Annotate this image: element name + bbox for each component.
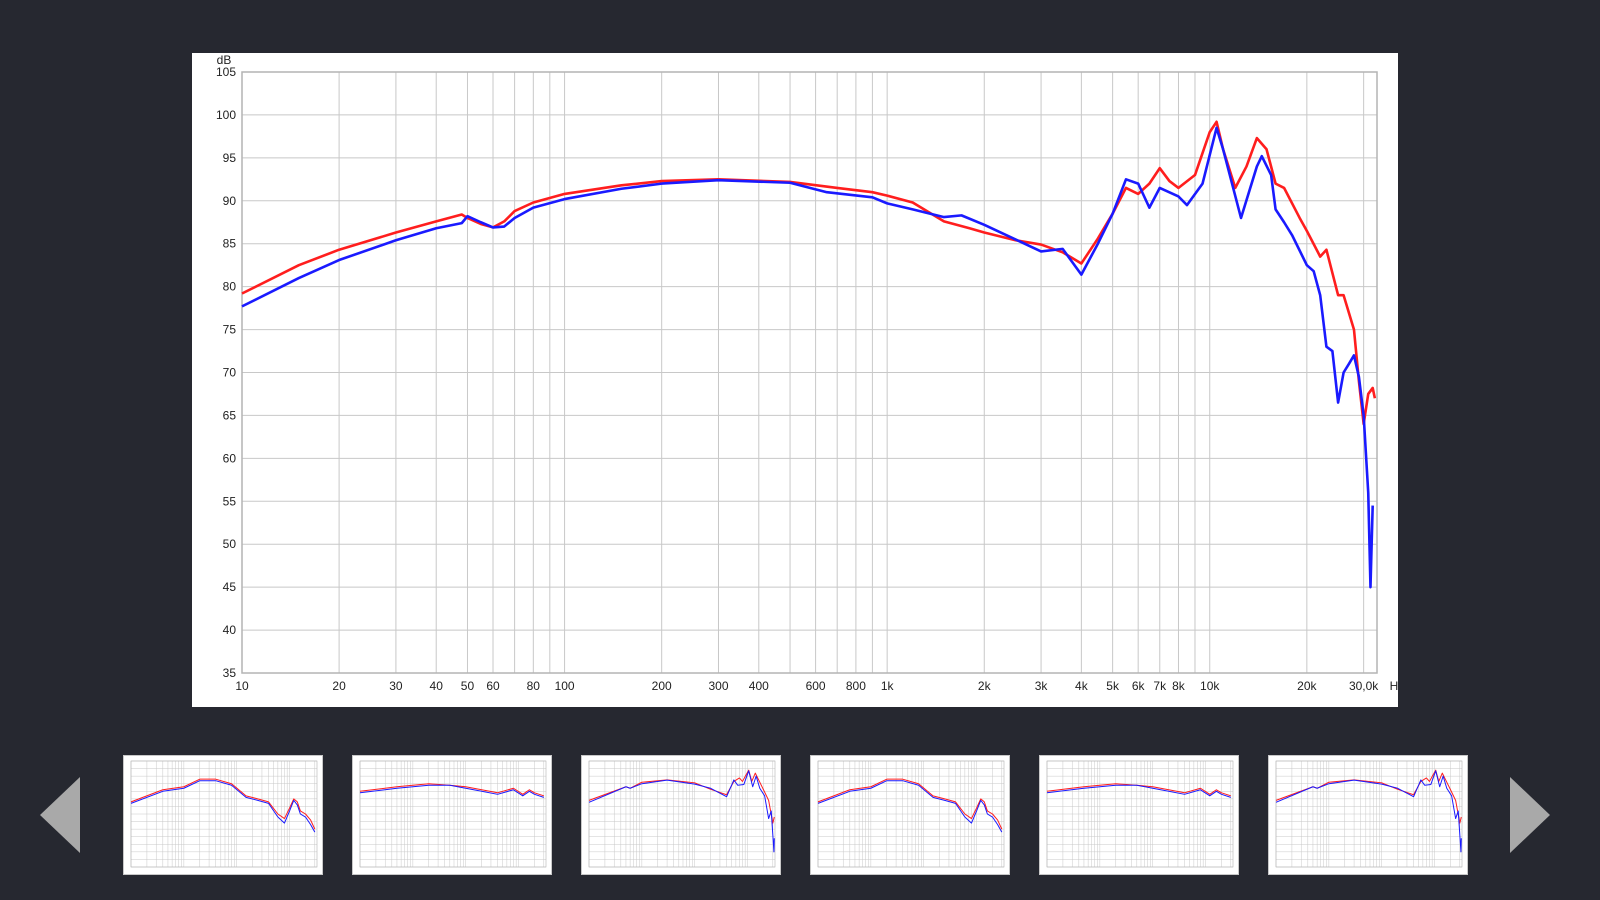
x-tick-label: 600 bbox=[806, 679, 826, 693]
previous-arrow-button[interactable] bbox=[40, 777, 80, 853]
x-tick-label: 6k bbox=[1132, 679, 1146, 693]
plot-frame bbox=[817, 760, 1005, 868]
y-tick-label: 70 bbox=[223, 366, 237, 380]
x-tick-label: 80 bbox=[527, 679, 541, 693]
x-tick-label: 7k bbox=[1153, 679, 1167, 693]
y-tick-label: 100 bbox=[216, 108, 236, 122]
triangle-right-icon bbox=[1510, 777, 1550, 853]
grid-lines bbox=[1275, 760, 1462, 868]
x-tick-label: 50 bbox=[461, 679, 475, 693]
x-tick-label: 800 bbox=[846, 679, 866, 693]
thumb-2[interactable] bbox=[352, 755, 552, 875]
series-line-red bbox=[241, 120, 1377, 426]
plot-frame bbox=[1275, 760, 1463, 868]
series-line-blue bbox=[359, 784, 544, 798]
series-line-blue bbox=[130, 780, 316, 833]
grid-lines bbox=[1046, 760, 1233, 868]
series-line-blue bbox=[817, 780, 1003, 833]
x-tick-label: 40 bbox=[430, 679, 444, 693]
y-tick-label: 40 bbox=[223, 623, 237, 637]
grid-lines bbox=[588, 760, 775, 868]
x-tick-label: 8k bbox=[1172, 679, 1186, 693]
grid-lines bbox=[130, 760, 317, 868]
thumbnail-chart bbox=[359, 760, 547, 868]
x-axis-unit: Hz bbox=[1390, 679, 1398, 693]
x-tick-label: 60 bbox=[486, 679, 500, 693]
thumb-3[interactable] bbox=[581, 755, 781, 875]
x-tick-label: 300 bbox=[708, 679, 728, 693]
plot-frame bbox=[1046, 760, 1234, 868]
y-axis-label: dB bbox=[217, 53, 232, 67]
x-tick-label: 30 bbox=[389, 679, 403, 693]
x-tick-label: 200 bbox=[652, 679, 672, 693]
x-tick-label: 4k bbox=[1075, 679, 1089, 693]
plot-frame bbox=[359, 760, 547, 868]
series-line-red bbox=[588, 769, 775, 824]
thumb-4[interactable] bbox=[810, 755, 1010, 875]
plot-frame bbox=[241, 71, 1378, 674]
grid-lines bbox=[817, 760, 1004, 868]
x-tick-label: 10 bbox=[235, 679, 249, 693]
thumbnail-chart bbox=[588, 760, 776, 868]
grid-lines bbox=[359, 760, 546, 868]
y-tick-label: 80 bbox=[223, 280, 237, 294]
series-line-red bbox=[1275, 769, 1462, 824]
thumb-1[interactable] bbox=[123, 755, 323, 875]
x-tick-label: 1k bbox=[881, 679, 895, 693]
y-tick-label: 90 bbox=[223, 194, 237, 208]
series-line-red bbox=[130, 778, 316, 830]
series-line-red bbox=[817, 778, 1003, 830]
plot-frame bbox=[588, 760, 776, 868]
y-tick-label: 65 bbox=[223, 408, 237, 422]
y-tick-label: 60 bbox=[223, 451, 237, 465]
frequency-response-chart: 105 100 95 90 85 80 75 70 65 60 55 50 45 40 35 10 20 30 40… bbox=[192, 53, 1398, 707]
triangle-left-icon bbox=[40, 777, 80, 853]
x-tick-label: 2k bbox=[978, 679, 992, 693]
y-tick-label: 55 bbox=[223, 494, 237, 508]
x-tick-label: 3k bbox=[1035, 679, 1049, 693]
thumbnail-chart bbox=[1046, 760, 1234, 868]
y-tick-label: 105 bbox=[216, 65, 236, 79]
thumb-5[interactable] bbox=[1039, 755, 1239, 875]
x-tick-label: 30,0k bbox=[1349, 679, 1379, 693]
y-tick-label: 45 bbox=[223, 580, 237, 594]
y-tick-label: 35 bbox=[223, 666, 237, 680]
x-tick-label: 400 bbox=[749, 679, 769, 693]
thumbnail-chart bbox=[130, 760, 318, 868]
x-tick-label: 10k bbox=[1200, 679, 1220, 693]
series-line-red bbox=[359, 783, 544, 797]
thumbnail-chart bbox=[1275, 760, 1463, 868]
next-arrow-button[interactable] bbox=[1510, 777, 1550, 853]
x-tick-label: 100 bbox=[555, 679, 575, 693]
y-tick-label: 75 bbox=[223, 323, 237, 337]
y-tick-label: 85 bbox=[223, 237, 237, 251]
x-tick-label: 5k bbox=[1106, 679, 1120, 693]
series-line-blue bbox=[588, 770, 775, 853]
plot-frame bbox=[130, 760, 318, 868]
series-line-red bbox=[1046, 783, 1231, 797]
x-tick-label: 20k bbox=[1297, 679, 1317, 693]
y-tick-label: 95 bbox=[223, 151, 237, 165]
series-line-blue bbox=[1275, 770, 1462, 853]
y-tick-label: 50 bbox=[223, 537, 237, 551]
x-tick-label: 20 bbox=[332, 679, 346, 693]
series-line-blue bbox=[1046, 784, 1231, 798]
series-line-blue bbox=[241, 126, 1374, 589]
thumb-6[interactable] bbox=[1268, 755, 1468, 875]
thumbnail-chart bbox=[817, 760, 1005, 868]
